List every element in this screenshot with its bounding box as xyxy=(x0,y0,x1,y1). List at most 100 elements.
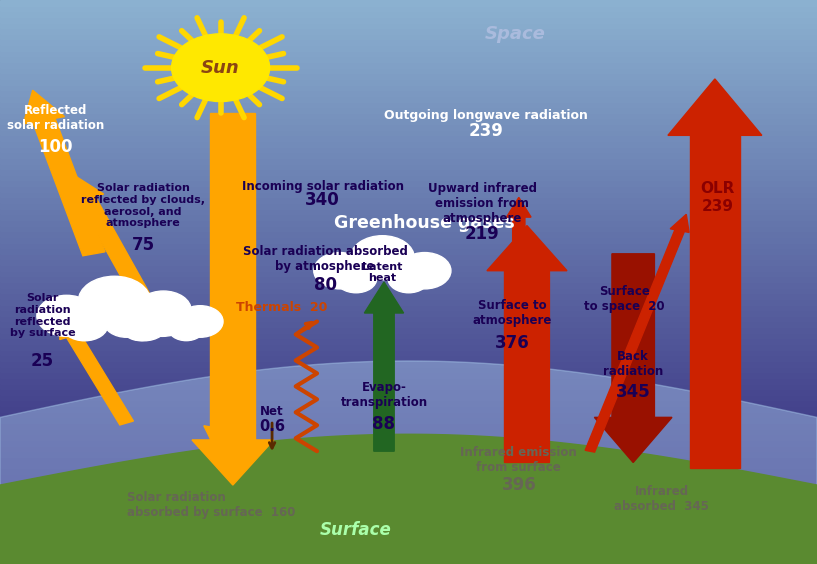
Text: Evapo-
transpiration: Evapo- transpiration xyxy=(341,381,427,409)
Bar xyxy=(0,175,817,180)
Text: Solar
radiation
reflected
by surface: Solar radiation reflected by surface xyxy=(10,293,75,338)
Text: 396: 396 xyxy=(502,476,536,494)
Bar xyxy=(0,243,817,248)
Bar xyxy=(0,513,817,519)
Polygon shape xyxy=(364,282,404,451)
Circle shape xyxy=(136,291,191,329)
Bar xyxy=(0,474,817,479)
Bar xyxy=(690,130,740,468)
Bar xyxy=(0,293,817,299)
Bar xyxy=(0,192,817,197)
Circle shape xyxy=(78,276,150,326)
Bar xyxy=(0,152,817,158)
Bar xyxy=(0,457,817,462)
Bar xyxy=(0,553,817,558)
Polygon shape xyxy=(24,90,105,256)
Bar xyxy=(0,68,817,73)
Bar xyxy=(0,367,817,372)
Bar xyxy=(0,135,817,141)
Bar xyxy=(0,147,817,152)
Circle shape xyxy=(177,306,223,337)
Text: 239: 239 xyxy=(469,122,503,140)
Bar xyxy=(0,197,817,203)
Bar xyxy=(0,62,817,68)
Circle shape xyxy=(314,253,366,289)
Polygon shape xyxy=(668,79,761,135)
Bar xyxy=(0,107,817,113)
Bar xyxy=(0,265,817,271)
Bar xyxy=(0,226,817,231)
Text: 75: 75 xyxy=(132,236,154,254)
Bar xyxy=(0,259,817,265)
Bar xyxy=(0,406,817,412)
Text: Solar radiation absorbed
by atmosphere: Solar radiation absorbed by atmosphere xyxy=(243,245,408,274)
Circle shape xyxy=(335,264,377,293)
Polygon shape xyxy=(70,175,151,301)
Bar xyxy=(0,237,817,243)
Bar xyxy=(0,271,817,276)
Bar xyxy=(0,158,817,164)
Bar xyxy=(0,130,817,135)
Bar xyxy=(0,316,817,321)
Bar xyxy=(0,164,817,169)
Text: Reflected
solar radiation: Reflected solar radiation xyxy=(7,104,105,133)
Bar xyxy=(0,305,817,310)
Bar xyxy=(0,203,817,209)
Bar xyxy=(0,417,817,423)
Bar xyxy=(0,169,817,175)
Bar xyxy=(0,141,817,147)
Circle shape xyxy=(123,316,158,341)
Text: Sun: Sun xyxy=(201,59,240,77)
Polygon shape xyxy=(487,226,567,462)
Circle shape xyxy=(104,306,150,337)
Bar xyxy=(0,440,817,446)
Bar xyxy=(0,400,817,406)
Circle shape xyxy=(37,296,96,336)
Text: Surface
to space  20: Surface to space 20 xyxy=(584,285,664,313)
Circle shape xyxy=(121,309,167,341)
Bar xyxy=(0,34,817,39)
Bar xyxy=(0,90,817,96)
Bar xyxy=(0,519,817,525)
Text: OLR
239: OLR 239 xyxy=(700,181,734,214)
Bar xyxy=(0,525,817,530)
Bar xyxy=(0,361,817,367)
Bar xyxy=(0,355,817,361)
Text: Surface to
atmosphere: Surface to atmosphere xyxy=(472,299,552,327)
Text: Incoming solar radiation: Incoming solar radiation xyxy=(242,179,404,193)
Text: Greenhouse gases: Greenhouse gases xyxy=(334,214,516,232)
Bar xyxy=(0,231,817,237)
Bar xyxy=(0,446,817,451)
Bar xyxy=(0,6,817,11)
Polygon shape xyxy=(203,382,252,451)
Bar xyxy=(0,462,817,468)
Bar xyxy=(0,180,817,186)
Circle shape xyxy=(388,264,429,293)
Text: Surface: Surface xyxy=(319,521,391,539)
Bar xyxy=(0,96,817,102)
Bar xyxy=(0,491,817,496)
Text: Thermals  20: Thermals 20 xyxy=(236,301,328,314)
Bar xyxy=(0,124,817,130)
Bar xyxy=(0,321,817,327)
Bar xyxy=(0,113,817,118)
Text: Solar radiation
absorbed by surface  160: Solar radiation absorbed by surface 160 xyxy=(127,491,295,519)
Bar xyxy=(0,333,817,338)
Bar xyxy=(0,530,817,536)
Bar xyxy=(0,558,817,564)
Bar xyxy=(0,468,817,474)
Text: Net: Net xyxy=(261,405,283,418)
Bar xyxy=(0,17,817,23)
Bar xyxy=(0,186,817,192)
Bar xyxy=(0,434,817,440)
Bar xyxy=(0,485,817,491)
Bar xyxy=(0,384,817,389)
Bar xyxy=(0,508,817,513)
Text: Solar radiation
reflected by clouds,
aerosol, and
atmosphere: Solar radiation reflected by clouds, aer… xyxy=(81,183,205,228)
Circle shape xyxy=(172,34,270,102)
Bar xyxy=(0,412,817,417)
Bar xyxy=(0,547,817,553)
Bar xyxy=(0,338,817,344)
Text: 219: 219 xyxy=(465,225,499,243)
Text: 25: 25 xyxy=(31,352,54,370)
